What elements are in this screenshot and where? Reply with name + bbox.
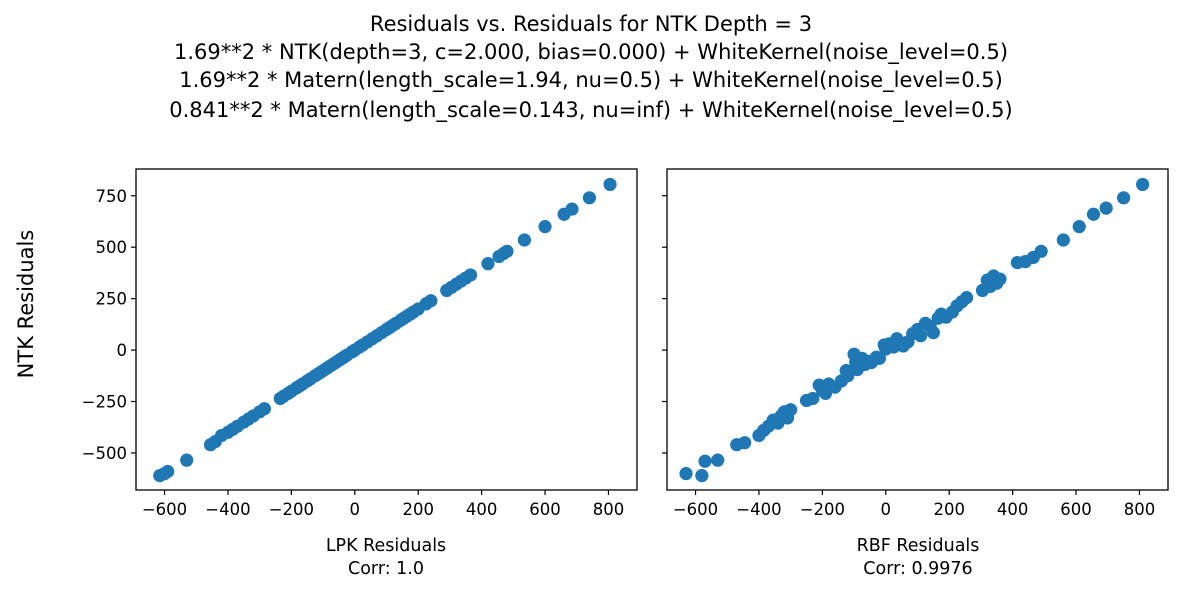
left-y-tick-label: 750 — [96, 187, 128, 206]
left-y-tick-label: 250 — [96, 290, 128, 309]
right-x-axis-label: RBF Residuals — [857, 536, 980, 556]
left-x-tick-label: 200 — [402, 500, 434, 519]
right-scatter-point — [993, 272, 1007, 286]
left-scatter-point — [257, 402, 272, 416]
left-x-axis-label: LPK Residuals — [326, 536, 446, 556]
left-scatter-point — [500, 244, 514, 258]
right-correlation-label: Corr: 0.9976 — [863, 559, 972, 579]
right-scatter-point — [1056, 233, 1070, 247]
right-x-tick-label: 800 — [1124, 500, 1156, 519]
right-scatter-point — [1086, 207, 1101, 221]
left-y-tick-label: −250 — [82, 393, 127, 412]
figure-title-line-3: 1.69**2 * Matern(length_scale=1.94, nu=0… — [179, 68, 1003, 93]
right-x-tick-label: 0 — [881, 500, 892, 519]
right-x-tick-label: −400 — [736, 500, 781, 519]
right-scatter-point — [960, 291, 974, 305]
right-plot-frame — [666, 168, 1169, 491]
left-x-tick-label: 800 — [593, 500, 625, 519]
left-scatter-point — [582, 191, 597, 205]
right-scatter-point — [679, 466, 693, 481]
left-scatter-point — [565, 202, 579, 216]
left-scatter-point — [603, 177, 617, 192]
right-x-tick-label: 200 — [933, 500, 965, 519]
right-x-tick-label: 400 — [997, 500, 1029, 519]
left-x-tick-label: −400 — [205, 500, 250, 519]
right-scatter-point — [926, 325, 940, 340]
right-scatter-point — [872, 351, 887, 365]
right-scatter-point — [1099, 201, 1113, 215]
right-scatter-point — [711, 453, 725, 467]
left-y-tick-label: 500 — [96, 238, 128, 257]
right-y-ticks — [662, 195, 667, 454]
right-scatter-panel: −600 −400 −200 0 200 400 600 800 RBF Residuals … — [662, 168, 1169, 579]
right-scatter-point — [1072, 220, 1086, 234]
left-scatter-point — [180, 453, 194, 467]
figure-title-line-4: 0.841**2 * Matern(length_scale=0.143, nu… — [169, 98, 1012, 123]
right-scatter-point — [806, 391, 820, 406]
left-y-tick-label: −500 — [82, 444, 127, 463]
left-x-tick-label: 600 — [529, 500, 561, 519]
right-x-tick-label: 600 — [1060, 500, 1092, 519]
left-x-tick-label: −600 — [142, 500, 187, 519]
right-scatter-point — [698, 454, 712, 468]
right-scatter-point — [914, 329, 928, 343]
left-x-ticks: −600 −400 −200 0 200 400 600 800 — [142, 490, 624, 519]
right-scatter-point — [1034, 244, 1048, 258]
left-correlation-label: Corr: 1.0 — [348, 559, 424, 579]
left-y-ticks: −500 −250 0 250 500 750 — [82, 187, 136, 463]
left-x-tick-label: −200 — [269, 500, 314, 519]
right-x-ticks: −600 −400 −200 0 200 400 600 800 — [673, 490, 1155, 519]
right-scatter-point — [738, 436, 752, 450]
left-x-tick-label: 0 — [350, 500, 361, 519]
left-scatter-point — [517, 233, 532, 247]
right-scatter-point — [784, 403, 798, 417]
left-scatter-point — [481, 257, 495, 271]
right-scatter-point — [1117, 191, 1131, 205]
right-scatter-point — [695, 469, 709, 483]
shared-y-axis-label: NTK Residuals — [14, 230, 38, 379]
right-scatter-point — [841, 369, 855, 383]
left-scatter-point — [161, 464, 175, 479]
left-plot-frame — [135, 168, 638, 491]
left-scatter-panel: −600 −400 −200 0 200 400 600 800 −500 −250 0 250 50… — [82, 168, 638, 579]
figure-title-line-2: 1.69**2 * NTK(depth=3, c=2.000, bias=0.0… — [174, 40, 1008, 65]
right-x-tick-label: −600 — [673, 500, 718, 519]
right-x-tick-label: −200 — [800, 500, 845, 519]
right-scatter-point — [1136, 177, 1150, 192]
left-scatter-point — [538, 220, 552, 234]
right-scatter-points — [679, 177, 1150, 483]
left-scatter-point — [463, 268, 478, 282]
figure-title-line-1: Residuals vs. Residuals for NTK Depth = … — [370, 12, 812, 36]
left-y-tick-label: 0 — [117, 341, 128, 360]
left-x-tick-label: 400 — [466, 500, 498, 519]
left-scatter-points — [153, 177, 617, 483]
left-scatter-point — [424, 294, 438, 308]
